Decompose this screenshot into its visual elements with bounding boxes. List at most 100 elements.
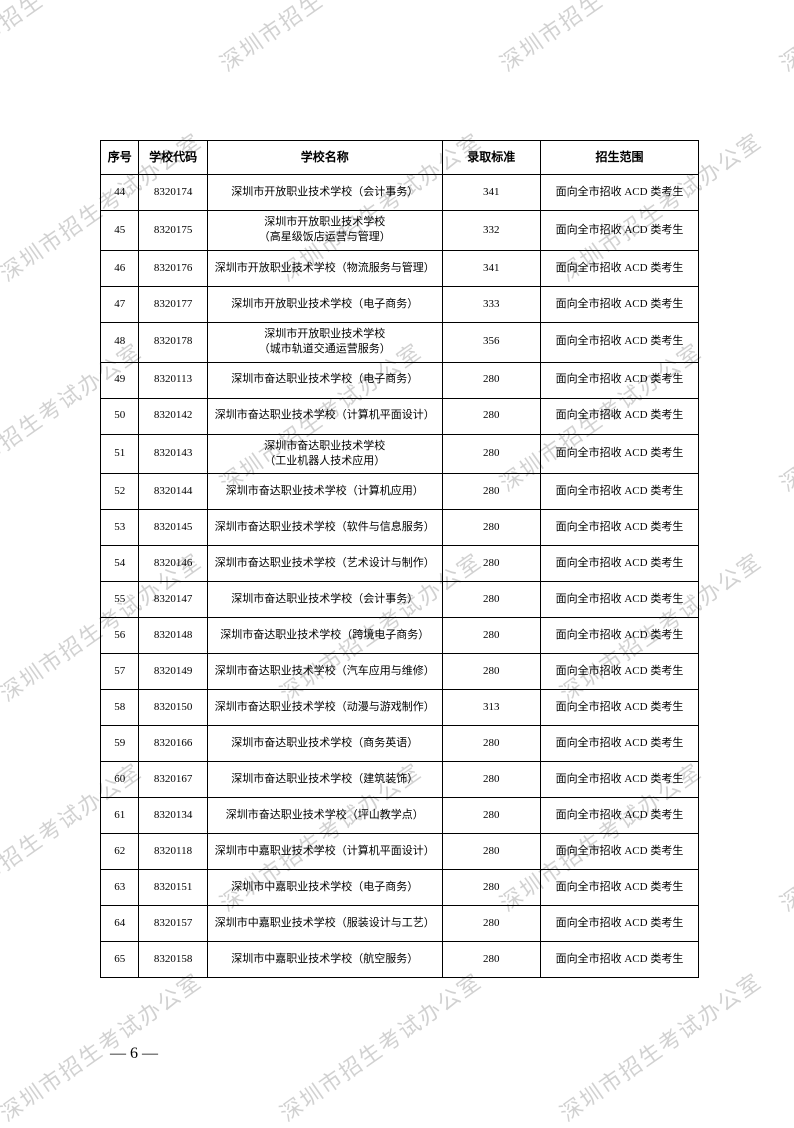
table-row: 468320176深圳市开放职业技术学校（物流服务与管理）341面向全市招收 A… xyxy=(101,250,699,286)
cell-name: 深圳市开放职业技术学校（城市轨道交通运营服务） xyxy=(207,322,442,362)
cell-name: 深圳市奋达职业技术学校（跨境电子商务） xyxy=(207,618,442,654)
cell-scope: 面向全市招收 ACD 类考生 xyxy=(540,834,698,870)
cell-name: 深圳市开放职业技术学校（电子商务） xyxy=(207,286,442,322)
cell-scope: 面向全市招收 ACD 类考生 xyxy=(540,762,698,798)
page: 序号 学校代码 学校名称 录取标准 招生范围 448320174深圳市开放职业技… xyxy=(0,0,794,1123)
cell-seq: 50 xyxy=(101,398,139,434)
table-row: 498320113深圳市奋达职业技术学校（电子商务）280面向全市招收 ACD … xyxy=(101,362,699,398)
table-header-row: 序号 学校代码 学校名称 录取标准 招生范围 xyxy=(101,141,699,175)
table-row: 578320149深圳市奋达职业技术学校（汽车应用与维修）280面向全市招收 A… xyxy=(101,654,699,690)
cell-name: 深圳市奋达职业技术学校（工业机器人技术应用） xyxy=(207,434,442,474)
table-row: 528320144深圳市奋达职业技术学校（计算机应用）280面向全市招收 ACD… xyxy=(101,474,699,510)
cell-name: 深圳市中嘉职业技术学校（计算机平面设计） xyxy=(207,834,442,870)
table-row: 518320143深圳市奋达职业技术学校（工业机器人技术应用）280面向全市招收… xyxy=(101,434,699,474)
cell-scope: 面向全市招收 ACD 类考生 xyxy=(540,510,698,546)
cell-code: 8320177 xyxy=(139,286,207,322)
cell-score: 280 xyxy=(442,618,540,654)
cell-code: 8320118 xyxy=(139,834,207,870)
cell-scope: 面向全市招收 ACD 类考生 xyxy=(540,434,698,474)
cell-name: 深圳市奋达职业技术学校（艺术设计与制作） xyxy=(207,546,442,582)
cell-seq: 63 xyxy=(101,870,139,906)
cell-scope: 面向全市招收 ACD 类考生 xyxy=(540,870,698,906)
table-row: 598320166深圳市奋达职业技术学校（商务英语）280面向全市招收 ACD … xyxy=(101,726,699,762)
cell-seq: 58 xyxy=(101,690,139,726)
cell-score: 356 xyxy=(442,322,540,362)
cell-name: 深圳市奋达职业技术学校（软件与信息服务） xyxy=(207,510,442,546)
cell-code: 8320149 xyxy=(139,654,207,690)
cell-score: 313 xyxy=(442,690,540,726)
cell-name: 深圳市开放职业技术学校（会计事务） xyxy=(207,175,442,211)
cell-code: 8320134 xyxy=(139,798,207,834)
cell-seq: 53 xyxy=(101,510,139,546)
cell-name: 深圳市开放职业技术学校（物流服务与管理） xyxy=(207,250,442,286)
cell-scope: 面向全市招收 ACD 类考生 xyxy=(540,726,698,762)
cell-score: 280 xyxy=(442,510,540,546)
cell-name: 深圳市奋达职业技术学校（会计事务） xyxy=(207,582,442,618)
header-seq: 序号 xyxy=(101,141,139,175)
cell-seq: 64 xyxy=(101,906,139,942)
cell-name: 深圳市奋达职业技术学校（计算机应用） xyxy=(207,474,442,510)
cell-scope: 面向全市招收 ACD 类考生 xyxy=(540,250,698,286)
cell-score: 280 xyxy=(442,582,540,618)
cell-score: 280 xyxy=(442,834,540,870)
cell-seq: 51 xyxy=(101,434,139,474)
cell-score: 280 xyxy=(442,654,540,690)
table-row: 628320118深圳市中嘉职业技术学校（计算机平面设计）280面向全市招收 A… xyxy=(101,834,699,870)
header-score: 录取标准 xyxy=(442,141,540,175)
cell-scope: 面向全市招收 ACD 类考生 xyxy=(540,942,698,978)
cell-code: 8320157 xyxy=(139,906,207,942)
cell-name: 深圳市奋达职业技术学校（动漫与游戏制作） xyxy=(207,690,442,726)
cell-name: 深圳市奋达职业技术学校（汽车应用与维修） xyxy=(207,654,442,690)
cell-seq: 47 xyxy=(101,286,139,322)
cell-code: 8320143 xyxy=(139,434,207,474)
cell-score: 280 xyxy=(442,398,540,434)
cell-name: 深圳市中嘉职业技术学校（服装设计与工艺） xyxy=(207,906,442,942)
cell-seq: 52 xyxy=(101,474,139,510)
cell-code: 8320151 xyxy=(139,870,207,906)
cell-seq: 44 xyxy=(101,175,139,211)
cell-seq: 54 xyxy=(101,546,139,582)
header-scope: 招生范围 xyxy=(540,141,698,175)
cell-name: 深圳市奋达职业技术学校（电子商务） xyxy=(207,362,442,398)
table-row: 448320174深圳市开放职业技术学校（会计事务）341面向全市招收 ACD … xyxy=(101,175,699,211)
cell-seq: 57 xyxy=(101,654,139,690)
cell-seq: 60 xyxy=(101,762,139,798)
cell-code: 8320148 xyxy=(139,618,207,654)
cell-seq: 56 xyxy=(101,618,139,654)
cell-code: 8320147 xyxy=(139,582,207,618)
cell-score: 341 xyxy=(442,175,540,211)
table-row: 538320145深圳市奋达职业技术学校（软件与信息服务）280面向全市招收 A… xyxy=(101,510,699,546)
table-row: 618320134深圳市奋达职业技术学校（坪山教学点）280面向全市招收 ACD… xyxy=(101,798,699,834)
table-row: 658320158深圳市中嘉职业技术学校（航空服务）280面向全市招收 ACD … xyxy=(101,942,699,978)
cell-scope: 面向全市招收 ACD 类考生 xyxy=(540,211,698,251)
cell-score: 280 xyxy=(442,474,540,510)
cell-scope: 面向全市招收 ACD 类考生 xyxy=(540,690,698,726)
cell-seq: 61 xyxy=(101,798,139,834)
table-row: 508320142深圳市奋达职业技术学校（计算机平面设计）280面向全市招收 A… xyxy=(101,398,699,434)
cell-name: 深圳市奋达职业技术学校（坪山教学点） xyxy=(207,798,442,834)
table-row: 648320157深圳市中嘉职业技术学校（服装设计与工艺）280面向全市招收 A… xyxy=(101,906,699,942)
cell-score: 280 xyxy=(442,434,540,474)
cell-scope: 面向全市招收 ACD 类考生 xyxy=(540,618,698,654)
table-row: 458320175深圳市开放职业技术学校（高星级饭店运营与管理）332面向全市招… xyxy=(101,211,699,251)
table-body: 448320174深圳市开放职业技术学校（会计事务）341面向全市招收 ACD … xyxy=(101,175,699,978)
cell-code: 8320144 xyxy=(139,474,207,510)
header-name: 学校名称 xyxy=(207,141,442,175)
cell-scope: 面向全市招收 ACD 类考生 xyxy=(540,322,698,362)
cell-code: 8320175 xyxy=(139,211,207,251)
cell-score: 280 xyxy=(442,362,540,398)
cell-name: 深圳市中嘉职业技术学校（电子商务） xyxy=(207,870,442,906)
cell-scope: 面向全市招收 ACD 类考生 xyxy=(540,654,698,690)
cell-scope: 面向全市招收 ACD 类考生 xyxy=(540,398,698,434)
cell-code: 8320176 xyxy=(139,250,207,286)
cell-code: 8320167 xyxy=(139,762,207,798)
cell-scope: 面向全市招收 ACD 类考生 xyxy=(540,175,698,211)
cell-scope: 面向全市招收 ACD 类考生 xyxy=(540,286,698,322)
table-row: 548320146深圳市奋达职业技术学校（艺术设计与制作）280面向全市招收 A… xyxy=(101,546,699,582)
table-row: 568320148深圳市奋达职业技术学校（跨境电子商务）280面向全市招收 AC… xyxy=(101,618,699,654)
cell-score: 280 xyxy=(442,942,540,978)
admissions-table: 序号 学校代码 学校名称 录取标准 招生范围 448320174深圳市开放职业技… xyxy=(100,140,699,978)
header-code: 学校代码 xyxy=(139,141,207,175)
cell-scope: 面向全市招收 ACD 类考生 xyxy=(540,582,698,618)
cell-scope: 面向全市招收 ACD 类考生 xyxy=(540,546,698,582)
